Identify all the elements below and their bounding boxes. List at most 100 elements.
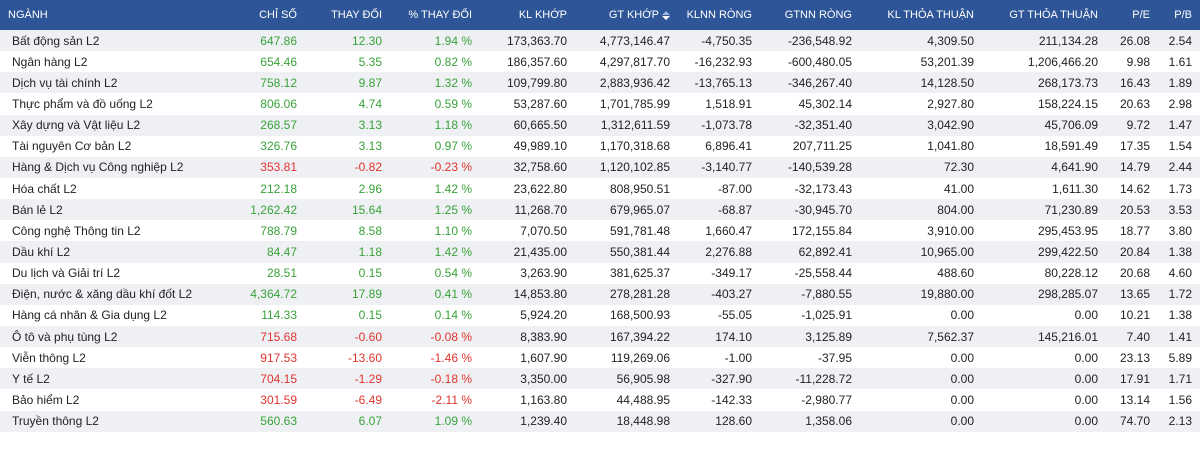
table-row[interactable]: Du lịch và Giải trí L2 28.51 0.15 0.54 % 3,2… [0, 262, 1200, 284]
sector-name[interactable]: Xây dựng và Vật liệu L2 [12, 118, 141, 133]
cell-change: 12.30 [351, 33, 382, 48]
sector-name[interactable]: Hàng & Dịch vụ Công nghiệp L2 [12, 160, 184, 175]
cell-gtthoa: 1,611.30 [1052, 181, 1098, 196]
cell-pct: 0.59 % [434, 96, 472, 111]
cell-change: 8.58 [358, 223, 382, 238]
sector-name[interactable]: Viễn thông L2 [12, 350, 86, 365]
table-row[interactable]: Công nghệ Thông tin L2 788.79 8.58 1.10 % 7,… [0, 220, 1200, 242]
column-header[interactable]: THAY ĐỔI [305, 0, 390, 30]
table-row[interactable]: Bảo hiểm L2 301.59 -6.49 -2.11 % 1,163.80 44,… [0, 389, 1200, 411]
table-row[interactable]: Hàng & Dịch vụ Công nghiệp L2 353.81 -0.82… [0, 156, 1200, 178]
table-row[interactable]: Dịch vụ tài chính L2 758.12 9.87 1.32 % 109,… [0, 72, 1200, 94]
cell-vol: 60,665.50 [513, 118, 567, 133]
cell-index: 758.12 [260, 75, 297, 90]
table-row[interactable]: Điện, nước & xăng dầu khí đốt L2 4,364.72… [0, 283, 1200, 305]
sector-name[interactable]: Thực phẩm và đồ uống L2 [12, 96, 153, 111]
cell-gtnn: -25,558.44 [794, 266, 852, 281]
cell-pb: 1.38 [1168, 244, 1192, 259]
table-row[interactable]: Bán lẻ L2 1,262.42 15.64 1.25 % 11,268.70 679… [0, 199, 1200, 221]
sector-name[interactable]: Bán lẻ L2 [12, 202, 63, 217]
sector-name[interactable]: Tài nguyên Cơ bản L2 [12, 139, 132, 154]
table-row[interactable]: Hóa chất L2 212.18 2.96 1.42 % 23,622.80 808,… [0, 177, 1200, 200]
sort-icon[interactable] [662, 10, 670, 20]
column-header[interactable]: % THAY ĐỔI [390, 0, 480, 30]
cell-val: 44,488.95 [616, 392, 670, 407]
cell-val: 168,500.93 [609, 308, 670, 323]
table-row[interactable]: Xây dựng và Vật liệu L2 268.57 3.13 1.18 % 6… [0, 114, 1200, 136]
column-header[interactable]: GT KHỚP [575, 0, 678, 30]
cell-vol: 49,989.10 [513, 139, 567, 154]
cell-pe: 17.91 [1119, 371, 1150, 386]
cell-pb: 3.53 [1168, 202, 1192, 217]
cell-gtnn: -346,267.40 [787, 75, 852, 90]
sector-name[interactable]: Dầu khí L2 [12, 244, 71, 259]
cell-val: 4,773,146.47 [599, 33, 670, 48]
table-row[interactable]: Viễn thông L2 917.53 -13.60 -1.46 % 1,607.90… [0, 347, 1200, 369]
cell-vol: 173,363.70 [506, 33, 567, 48]
column-header[interactable]: KLNN RÒNG [678, 0, 760, 30]
cell-vol: 1,163.80 [520, 392, 567, 407]
cell-pct: -1.46 % [430, 350, 472, 365]
cell-val: 808,950.51 [609, 181, 670, 196]
sector-name[interactable]: Y tế L2 [12, 371, 50, 386]
column-header[interactable]: GT THỎA THUẬN [982, 0, 1106, 30]
column-header[interactable]: KL KHỚP [480, 0, 575, 30]
cell-klnn: -349.17 [711, 266, 752, 281]
cell-pct: 1.42 % [434, 181, 472, 196]
sector-name[interactable]: Hàng cá nhân & Gia dụng L2 [12, 308, 167, 323]
sector-name[interactable]: Bất động sản L2 [12, 33, 100, 48]
column-header-label: NGÀNH [8, 9, 48, 21]
sector-name[interactable]: Bảo hiểm L2 [12, 392, 80, 407]
cell-klnn: -55.05 [717, 308, 752, 323]
cell-gtthoa: 298,285.07 [1037, 287, 1098, 302]
cell-vol: 14,853.80 [513, 287, 567, 302]
table-row[interactable]: Dầu khí L2 84.47 1.18 1.42 % 21,435.00 550,38… [0, 241, 1200, 263]
sector-name[interactable]: Điện, nước & xăng dầu khí đốt L2 [12, 287, 193, 302]
sector-name[interactable]: Dịch vụ tài chính L2 [12, 75, 118, 90]
cell-change: -13.60 [347, 350, 382, 365]
cell-vol: 8,383.90 [520, 329, 567, 344]
cell-change: 1.18 [358, 244, 382, 259]
table-row[interactable]: Truyền thông L2 560.63 6.07 1.09 % 1,239.40 1… [0, 410, 1200, 432]
cell-pb: 2.13 [1168, 414, 1192, 429]
sector-name[interactable]: Hóa chất L2 [12, 181, 77, 196]
cell-change: -1.29 [354, 371, 382, 386]
table-row[interactable]: Hàng cá nhân & Gia dụng L2 114.33 0.15 0.14… [0, 304, 1200, 326]
sector-name[interactable]: Ngân hàng L2 [12, 54, 88, 69]
cell-index: 212.18 [260, 181, 297, 196]
column-header[interactable]: CHỈ SỐ [225, 0, 305, 30]
cell-change: -0.60 [354, 329, 382, 344]
cell-pct: -0.08 % [430, 329, 472, 344]
cell-val: 1,312,611.59 [600, 118, 670, 133]
column-header[interactable]: GTNN RÒNG [760, 0, 860, 30]
cell-change: 0.15 [358, 266, 382, 281]
cell-pe: 9.72 [1126, 118, 1150, 133]
cell-val: 381,625.37 [609, 266, 670, 281]
cell-vol: 11,268.70 [514, 202, 568, 217]
cell-gtnn: -140,539.28 [787, 160, 852, 175]
cell-klnn: -327.90 [711, 371, 752, 386]
sector-name[interactable]: Ô tô và phụ tùng L2 [12, 329, 118, 344]
column-header[interactable]: P/E [1106, 0, 1158, 30]
cell-klthoa: 3,910.00 [927, 223, 974, 238]
cell-klnn: -4,750.35 [701, 33, 752, 48]
table-row[interactable]: Ô tô và phụ tùng L2 715.68 -0.60 -0.08 % 8,3… [0, 325, 1200, 348]
table-row[interactable]: Thực phẩm và đồ uống L2 806.06 4.74 0.59 % 5… [0, 93, 1200, 115]
cell-change: 0.15 [358, 308, 382, 323]
column-header[interactable]: KL THỎA THUẬN [860, 0, 982, 30]
column-header[interactable]: P/B [1158, 0, 1200, 30]
sector-name[interactable]: Truyền thông L2 [12, 414, 99, 429]
sector-name[interactable]: Công nghệ Thông tin L2 [12, 223, 141, 238]
sector-name[interactable]: Du lịch và Giải trí L2 [12, 266, 121, 281]
column-header[interactable]: NGÀNH [0, 0, 225, 30]
cell-klnn: -68.87 [717, 202, 752, 217]
table-row[interactable]: Bất động sản L2 647.86 12.30 1.94 % 173,363.… [0, 30, 1200, 52]
cell-pb: 4.60 [1168, 266, 1192, 281]
cell-gtthoa: 45,706.09 [1044, 118, 1098, 133]
cell-gtthoa: 145,216.01 [1037, 329, 1098, 344]
table-row[interactable]: Ngân hàng L2 654.46 5.35 0.82 % 186,357.60 4,… [0, 51, 1200, 73]
cell-pct: 1.09 % [434, 414, 472, 429]
table-row[interactable]: Tài nguyên Cơ bản L2 326.76 3.13 0.97 % 49,9… [0, 135, 1200, 157]
cell-index: 301.59 [260, 392, 297, 407]
table-row[interactable]: Y tế L2 704.15 -1.29 -0.18 % 3,350.00 56,905.… [0, 368, 1200, 390]
